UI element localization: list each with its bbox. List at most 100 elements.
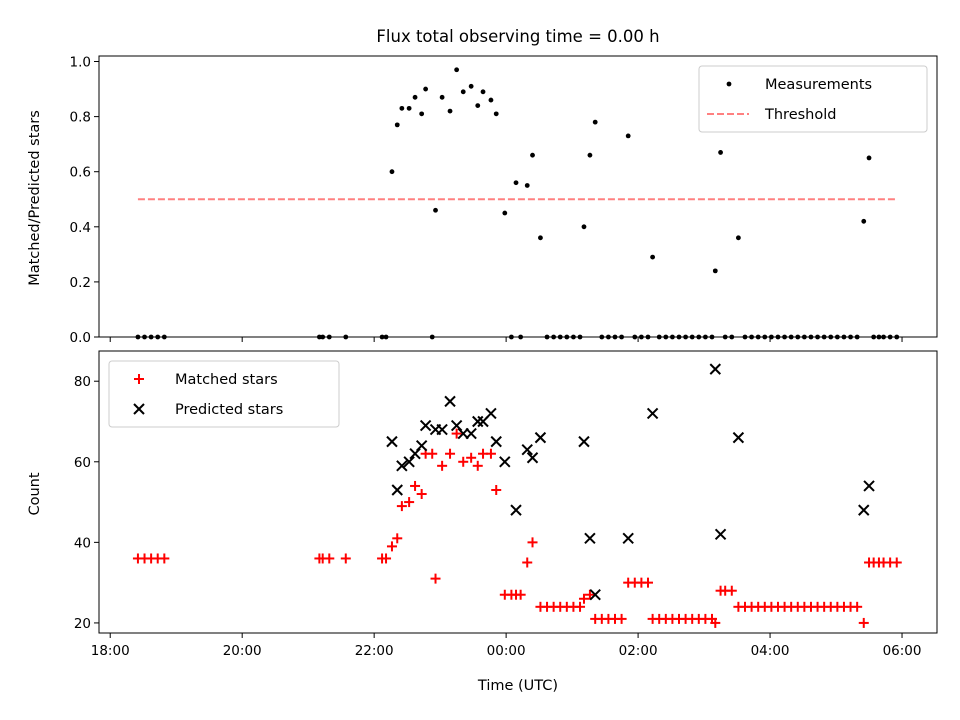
- predicted-point: [622, 532, 634, 545]
- predicted-point: [386, 435, 398, 448]
- measurement-point: [454, 67, 460, 73]
- x-b: [485, 407, 497, 420]
- x-b: [863, 480, 875, 492]
- measurement-point: [538, 235, 543, 241]
- matched-point: [381, 553, 392, 564]
- predicted-point: [444, 395, 456, 408]
- x-b: [409, 448, 421, 460]
- measurement-point: [493, 111, 499, 117]
- measurement-point: [419, 111, 425, 117]
- matched-point: [427, 448, 438, 459]
- measurement-point: [502, 210, 508, 216]
- measurement-point: [712, 268, 718, 274]
- y-tick-label: 80: [74, 374, 91, 390]
- measurement-point: [406, 105, 412, 111]
- x-b: [732, 431, 745, 444]
- measurement-point: [488, 97, 494, 103]
- y-tick-label: 0.0: [70, 330, 91, 346]
- count-panel: Count Time (UTC) 20 40 60 80 18:00 20:00 22:00…: [27, 350, 938, 694]
- x-b: [578, 435, 590, 448]
- predicted-point: [403, 456, 415, 468]
- axes-frame: [98, 350, 938, 634]
- predicted-point: [465, 427, 477, 440]
- x-b: [709, 363, 722, 375]
- matched-point: [858, 617, 869, 628]
- x-b: [858, 504, 870, 516]
- measurement-point: [625, 133, 631, 139]
- measurement-point: [399, 105, 405, 111]
- measurement-point: [530, 152, 535, 158]
- x-tick-label: 02:00: [619, 643, 658, 659]
- legend-top: Measurements Threshold: [698, 65, 928, 133]
- legend-marker: [726, 81, 732, 87]
- predicted-point: [526, 452, 539, 464]
- matched-point: [324, 553, 335, 564]
- matched-point: [416, 489, 427, 500]
- predicted-point: [391, 484, 403, 496]
- y-tick-label: 0.4: [70, 220, 91, 236]
- measurement-point: [735, 235, 741, 241]
- measurement-point: [475, 103, 481, 108]
- predicted-point: [485, 407, 497, 420]
- measurement-point: [447, 108, 453, 114]
- matched-point: [515, 589, 526, 600]
- predicted-point: [714, 528, 727, 541]
- measurement-point: [861, 218, 867, 224]
- measurement-point: [460, 89, 466, 95]
- matched-point: [527, 537, 538, 548]
- x-b: [391, 484, 403, 496]
- measurement-point: [592, 119, 598, 125]
- predicted-point: [419, 419, 432, 432]
- legend-label: Matched stars: [175, 372, 278, 388]
- y-tick-label: 0.2: [70, 275, 91, 291]
- matched-point: [472, 460, 483, 471]
- y-tick-label: 0.6: [70, 165, 91, 181]
- legend-box: [698, 65, 928, 133]
- predicted-point: [646, 407, 659, 420]
- x-tick-label: 00:00: [487, 643, 526, 659]
- predicted-point: [863, 480, 875, 492]
- matched-point: [392, 533, 403, 544]
- predicted-point: [534, 431, 547, 444]
- x-b: [415, 439, 428, 452]
- matched-point: [726, 585, 737, 596]
- y-tick-label: 40: [74, 535, 91, 551]
- measurement-point: [866, 155, 872, 161]
- x-b: [646, 407, 659, 420]
- x-b: [396, 460, 408, 472]
- matched-point: [584, 589, 595, 600]
- measurement-point: [524, 183, 530, 188]
- matched-point: [404, 497, 415, 508]
- matched-point: [458, 456, 469, 467]
- predicted-point: [858, 504, 870, 516]
- predicted-point: [436, 423, 448, 436]
- matched-point: [642, 577, 653, 588]
- matched-point: [485, 448, 496, 459]
- matched-point: [616, 613, 627, 624]
- predicted-point: [709, 363, 722, 375]
- matched-point: [445, 448, 456, 459]
- x-b: [589, 589, 601, 601]
- matched-point: [451, 428, 462, 439]
- matched-point: [437, 460, 448, 471]
- predicted-point: [584, 532, 596, 545]
- measurement-point: [423, 86, 429, 92]
- x-b: [526, 452, 539, 464]
- legend-bottom: Matched stars Predicted stars: [108, 360, 340, 428]
- measurement-point: [650, 254, 656, 260]
- legend-label: Predicted stars: [175, 402, 283, 418]
- predicted-point: [510, 504, 522, 516]
- matched-point: [430, 573, 441, 584]
- matched-point: [340, 553, 351, 564]
- measurement-point: [587, 152, 593, 158]
- measurement-point: [433, 207, 438, 213]
- x-b: [510, 504, 522, 516]
- x-tick-label: 04:00: [751, 643, 790, 659]
- x-tick-label: 18:00: [91, 643, 130, 659]
- measurement-point: [439, 94, 445, 100]
- measurement-point: [389, 169, 395, 175]
- x-tick-label: 06:00: [883, 643, 922, 659]
- matched-point: [522, 557, 533, 568]
- legend-marker: [133, 403, 145, 415]
